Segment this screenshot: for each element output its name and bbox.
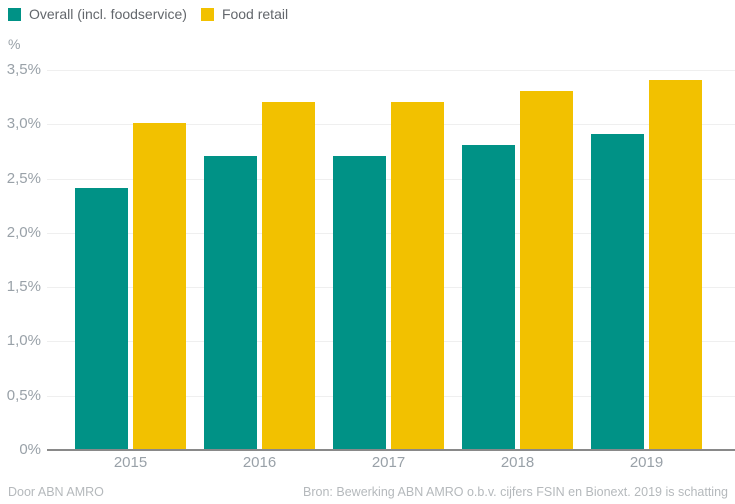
legend-item-food-retail: Food retail xyxy=(200,6,289,22)
y-axis-label: 2,5% xyxy=(6,169,41,187)
bar-food-retail-2019 xyxy=(649,79,702,449)
y-axis-label: 3,5% xyxy=(6,61,41,78)
y-axis-label: 3,0% xyxy=(6,115,41,133)
y-axis-label: 1,5% xyxy=(6,278,41,296)
bar-overall-incl-foodservice-2016 xyxy=(204,155,257,449)
bar-food-retail-2015 xyxy=(133,123,186,449)
bar-overall-incl-foodservice-2019 xyxy=(591,134,644,449)
x-axis-line xyxy=(47,449,735,451)
bar-food-retail-2018 xyxy=(520,90,573,449)
gridline xyxy=(47,70,735,71)
legend-swatch-food-retail xyxy=(200,7,214,21)
bar-overall-incl-foodservice-2018 xyxy=(462,145,515,449)
bar-overall-incl-foodservice-2017 xyxy=(333,155,386,449)
bar-food-retail-2016 xyxy=(262,101,315,449)
y-axis-label: 0% xyxy=(19,441,41,458)
legend-swatch-overall-incl-foodservice xyxy=(8,7,21,21)
y-axis-unit-label: % xyxy=(8,36,21,52)
x-axis-label-2018: 2018 xyxy=(500,454,535,471)
footer-credit: Door ABN AMRO xyxy=(8,485,104,499)
plot-area xyxy=(47,70,735,451)
bar-overall-incl-foodservice-2015 xyxy=(75,188,128,449)
y-axis-label: 2,0% xyxy=(6,223,41,241)
footer-source: Bron: Bewerking ABN AMRO o.b.v. cijfers … xyxy=(303,485,728,499)
legend: Overall (incl. foodservice) Food retail xyxy=(8,6,288,22)
footer: Door ABN AMRO Bron: Bewerking ABN AMRO o… xyxy=(0,485,735,499)
y-axis-label: 1,0% xyxy=(6,332,41,350)
legend-item-overall-incl-foodservice: Overall (incl. foodservice) xyxy=(8,6,187,22)
x-axis-label-2015: 2015 xyxy=(113,454,148,471)
x-axis-label-2016: 2016 xyxy=(242,454,277,471)
x-axis-label-2019: 2019 xyxy=(629,454,664,471)
legend-label: Food retail xyxy=(221,6,289,22)
x-axis-label-2017: 2017 xyxy=(371,454,406,471)
legend-label: Overall (incl. foodservice) xyxy=(29,6,187,22)
y-axis-label: 0,5% xyxy=(6,386,41,404)
bar-food-retail-2017 xyxy=(391,101,444,449)
